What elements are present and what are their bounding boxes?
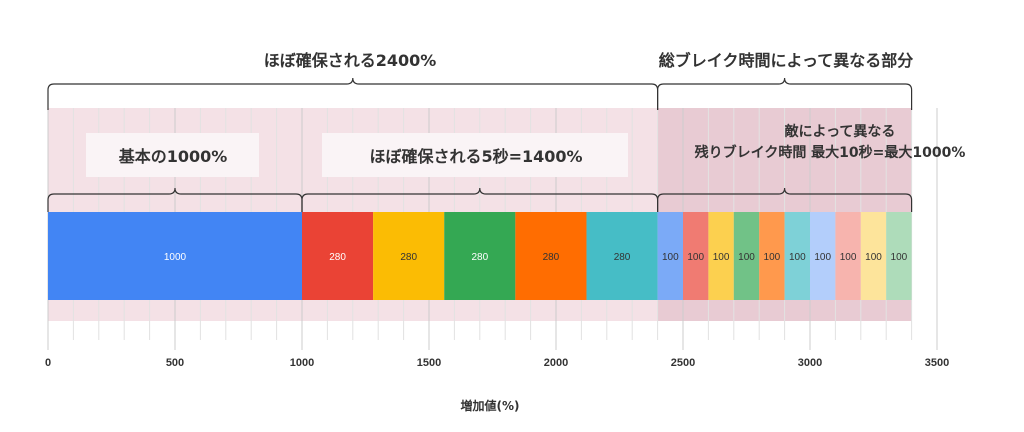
x-tick-label: 3000 — [798, 357, 822, 369]
bar-segment — [586, 212, 658, 300]
bar-segment — [708, 212, 734, 300]
bar-data-label: 280 — [400, 252, 417, 263]
bar-data-label: 100 — [865, 252, 882, 263]
annotation-label-boxes — [86, 133, 628, 177]
bar-data-label: 280 — [471, 252, 488, 263]
x-tick-label: 2500 — [671, 357, 695, 369]
bar-segments: 1000 280 280 280 280 280 100 100 100 100 100 100 100… — [48, 212, 912, 300]
guaranteed5s-annotation: ほぼ確保される5秒=1400% — [369, 147, 582, 166]
bar-segment — [860, 212, 887, 300]
enemy-annotation-line2: 残りブレイク時間 最大10秒=最大1000% — [695, 144, 966, 161]
bar-segment — [759, 212, 785, 300]
bar-data-label: 100 — [662, 252, 679, 263]
top-right-brace — [657, 77, 913, 110]
bar-segment — [733, 212, 760, 300]
bar-data-label: 100 — [738, 252, 755, 263]
bar-segment — [683, 212, 709, 300]
guaranteed5s-brace — [301, 187, 659, 212]
bar-data-label: 100 — [840, 252, 857, 263]
top-left-annotation: ほぼ確保される2400% — [264, 51, 437, 70]
bar-segment — [886, 212, 912, 300]
base-annotation: 基本の1000% — [118, 147, 228, 166]
x-tick-label: 1000 — [290, 357, 314, 369]
annotation-braces — [47, 77, 913, 212]
bar-segment — [657, 212, 683, 300]
bar-segment — [835, 212, 861, 300]
x-tick-label: 0 — [45, 357, 51, 369]
bar-data-label: 100 — [687, 252, 704, 263]
bar-data-label: 280 — [329, 252, 346, 263]
enemy-brace — [657, 187, 913, 212]
enemy-annotation-line1: 敵によって異なる — [785, 123, 896, 140]
bar-segment — [302, 212, 374, 300]
bar-segment — [810, 212, 836, 300]
x-axis-label: 増加値(%) — [461, 398, 520, 413]
bar-data-label: 100 — [713, 252, 730, 263]
x-tick-label: 500 — [166, 357, 184, 369]
x-axis-ticks: 0 500 1000 1500 2000 2500 3000 3500 — [45, 357, 949, 369]
x-tick-label: 2000 — [544, 357, 568, 369]
guaranteed5s-label-box — [322, 133, 628, 177]
bar-data-label: 100 — [764, 252, 781, 263]
bar-data-label: 100 — [789, 252, 806, 263]
top-left-brace — [47, 77, 659, 110]
bar-data-label: 100 — [891, 252, 908, 263]
base-brace — [47, 187, 303, 212]
top-right-annotation: 総ブレイク時間によって異なる部分 — [659, 51, 913, 70]
x-tick-label: 3500 — [925, 357, 949, 369]
bar-segment — [784, 212, 810, 300]
bar-segment — [48, 212, 302, 300]
bar-segment — [373, 212, 445, 300]
bar-data-label: 100 — [814, 252, 831, 263]
bar-segment — [515, 212, 587, 300]
bar-data-label: 280 — [543, 252, 560, 263]
bar-segment — [444, 212, 516, 300]
x-tick-label: 1500 — [417, 357, 441, 369]
base-label-box — [86, 133, 259, 177]
bar-data-label: 1000 — [164, 252, 187, 263]
bar-data-label: 280 — [614, 252, 631, 263]
